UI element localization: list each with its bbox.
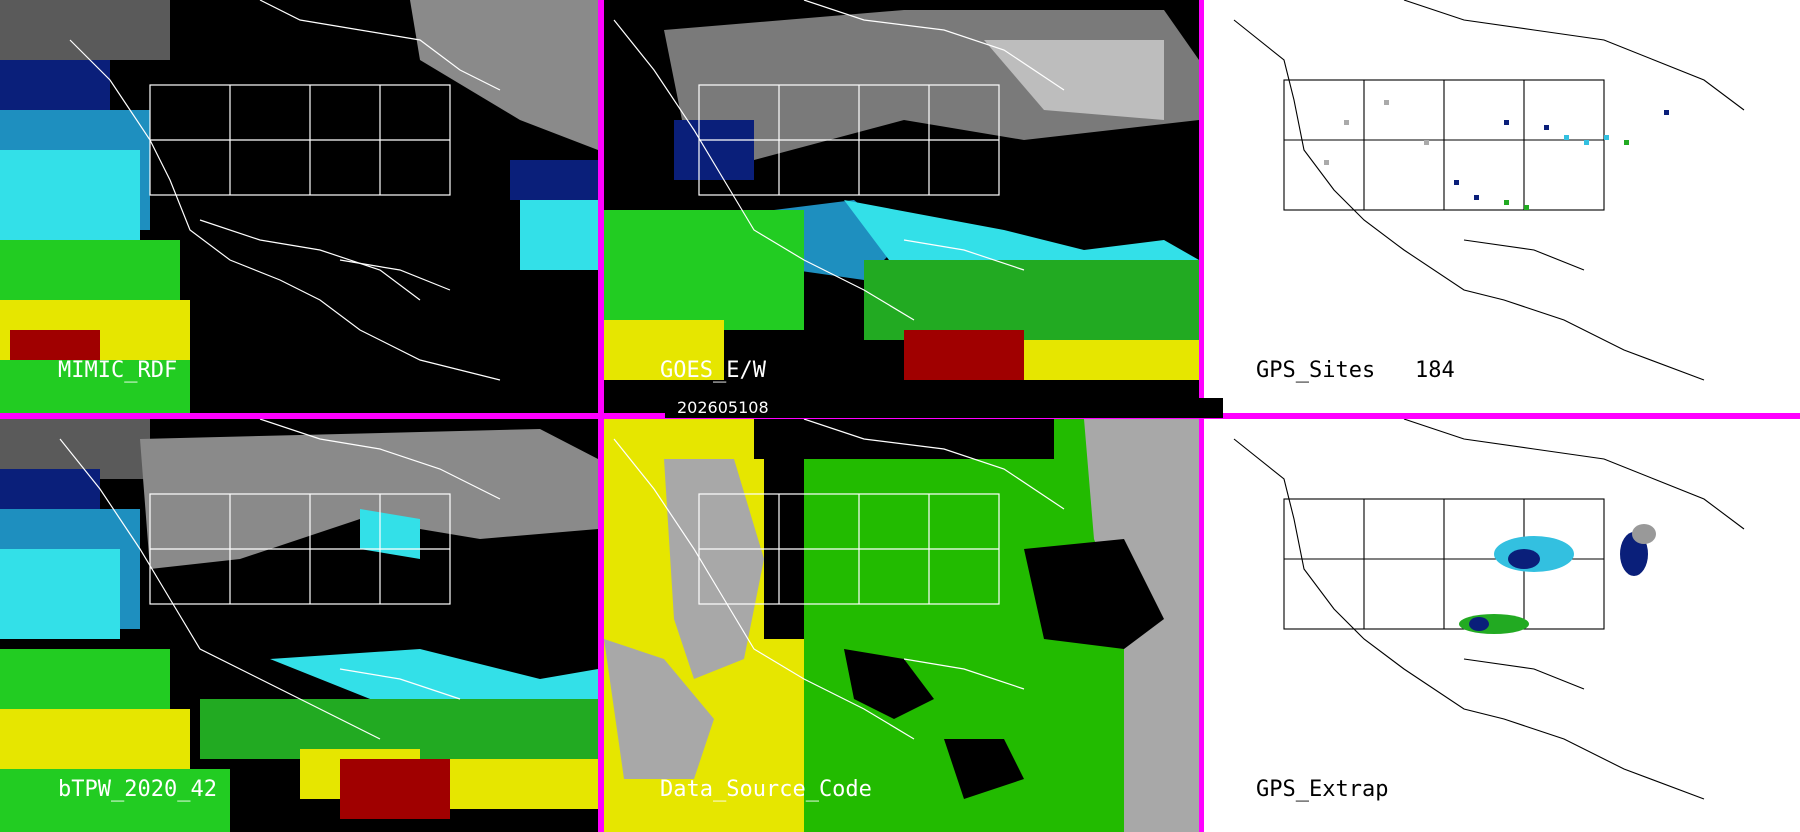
gps-extrap-label: GPS_Extrap	[1256, 777, 1389, 802]
gps-sites-map	[1204, 0, 1800, 413]
mimic-rdf-map	[0, 0, 598, 413]
btpw-label: bTPW_2020_42	[58, 777, 217, 802]
btpw-panel: bTPW_2020_42	[0, 419, 598, 832]
data-source-panel: Data_Source_Code	[604, 419, 1199, 832]
gps-sites-count: 184	[1414, 358, 1455, 383]
timestamp-bar: 202605108	[665, 398, 1223, 418]
mimic-rdf-panel: MIMIC_RDF	[0, 0, 598, 413]
btpw-map	[0, 419, 598, 832]
goes-panel: GOES_E/W	[604, 0, 1199, 413]
gps-sites-panel: GPS_Sites 184	[1204, 0, 1800, 413]
gps-extrap-panel: GPS_Extrap	[1204, 419, 1800, 832]
mimic-rdf-label: MIMIC_RDF	[58, 358, 178, 383]
data-source-map	[604, 419, 1199, 832]
gps-sites-title: GPS_Sites	[1256, 358, 1376, 383]
gps-extrap-map	[1204, 419, 1800, 832]
goes-map	[604, 0, 1199, 413]
goes-label: GOES_E/W	[660, 358, 766, 383]
data-source-label: Data_Source_Code	[660, 777, 872, 802]
gps-sites-label: GPS_Sites 184	[1256, 358, 1455, 383]
